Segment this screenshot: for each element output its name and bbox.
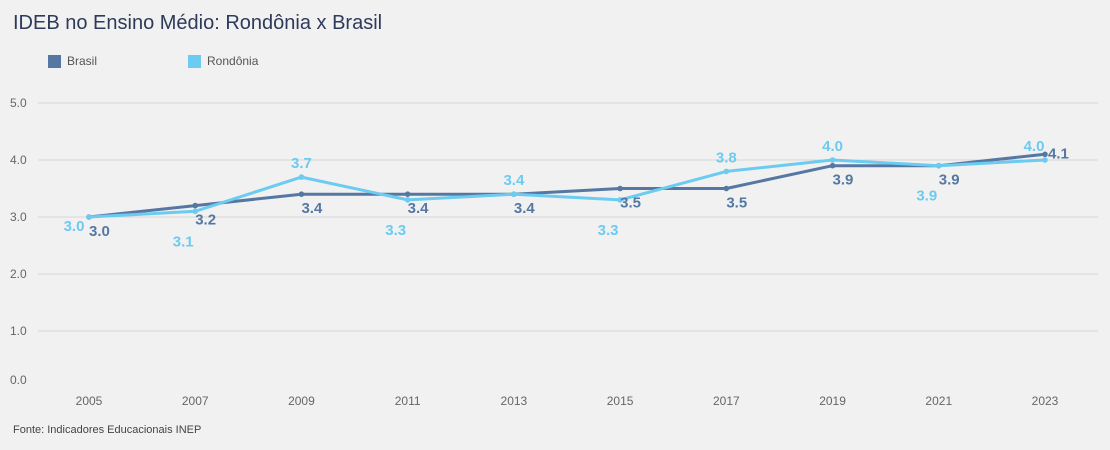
legend: Brasil Rondônia xyxy=(48,54,448,72)
data-label-rondonia: 4.0 xyxy=(822,138,843,155)
x-tick-label: 2013 xyxy=(501,394,528,408)
legend-label-rondonia: Rondônia xyxy=(207,54,259,68)
data-point-rondonia xyxy=(829,157,836,163)
data-point-brasil xyxy=(829,162,836,169)
data-point-brasil xyxy=(723,185,730,192)
data-label-rondonia: 3.3 xyxy=(598,222,619,239)
x-tick-label: 2021 xyxy=(925,394,952,408)
data-point-brasil xyxy=(617,185,623,192)
data-point-brasil xyxy=(298,191,305,197)
data-label-brasil: 3.0 xyxy=(89,223,110,240)
data-point-brasil xyxy=(192,202,199,209)
data-point-rondonia xyxy=(192,208,199,215)
data-label-brasil: 4.1 xyxy=(1048,145,1069,162)
data-label-rondonia: 3.1 xyxy=(173,233,194,250)
x-tick-label: 2023 xyxy=(1032,394,1059,408)
x-tick-label: 2007 xyxy=(182,394,209,408)
data-point-brasil xyxy=(404,191,411,197)
legend-item-brasil[interactable]: Brasil xyxy=(48,54,97,68)
series-line-brasil xyxy=(88,152,1046,219)
data-label-brasil: 3.5 xyxy=(620,195,641,212)
data-point-rondonia xyxy=(511,191,517,197)
legend-swatch-brasil xyxy=(48,54,61,68)
data-label-rondonia: 3.0 xyxy=(64,218,85,235)
y-tick-label: 3.0 xyxy=(10,210,27,224)
data-label-brasil: 3.4 xyxy=(514,200,536,217)
x-tick-label: 2009 xyxy=(288,394,315,408)
y-tick-label: 2.0 xyxy=(10,267,27,281)
y-tick-label: 5.0 xyxy=(10,96,27,110)
data-point-rondonia xyxy=(935,162,942,169)
data-point-rondonia xyxy=(617,197,623,203)
x-tick-label: 2011 xyxy=(395,394,421,408)
data-label-brasil: 3.9 xyxy=(833,172,854,189)
data-label-rondonia: 3.9 xyxy=(916,188,937,205)
x-tick-label: 2015 xyxy=(607,394,634,408)
data-label-rondonia: 4.0 xyxy=(1024,138,1045,155)
legend-label-brasil: Brasil xyxy=(67,54,98,68)
data-point-rondonia xyxy=(298,174,305,180)
data-label-brasil: 3.2 xyxy=(195,212,216,229)
data-label-brasil: 3.9 xyxy=(939,172,960,189)
data-point-rondonia xyxy=(723,168,730,175)
legend-item-rondonia[interactable]: Rondônia xyxy=(188,54,258,68)
y-tick-label: 0.0 xyxy=(10,373,27,387)
chart-title: IDEB no Ensino Médio: Rondônia x Brasil xyxy=(13,12,383,34)
data-label-brasil: 3.4 xyxy=(301,200,323,217)
data-point-rondonia xyxy=(404,197,411,203)
data-label-rondonia: 3.3 xyxy=(385,222,406,239)
data-label-brasil: 3.5 xyxy=(726,195,747,212)
y-tick-label: 4.0 xyxy=(10,153,27,167)
series-line-rondonia xyxy=(88,158,1046,219)
x-tick-label: 2005 xyxy=(76,394,103,408)
x-tick-label: 2019 xyxy=(819,394,846,408)
x-tick-label: 2017 xyxy=(713,394,740,408)
data-label-brasil: 3.4 xyxy=(408,200,430,217)
legend-swatch-rondonia xyxy=(188,54,201,68)
data-label-rondonia: 3.7 xyxy=(291,155,312,172)
data-label-rondonia: 3.4 xyxy=(503,172,525,189)
y-tick-label: 1.0 xyxy=(10,324,27,338)
data-label-rondonia: 3.8 xyxy=(716,149,737,166)
data-point-rondonia xyxy=(1042,157,1048,163)
data-point-brasil xyxy=(1042,151,1048,158)
data-point-rondonia xyxy=(86,214,92,220)
source-note: Fonte: Indicadores Educacionais INEP xyxy=(13,424,202,436)
